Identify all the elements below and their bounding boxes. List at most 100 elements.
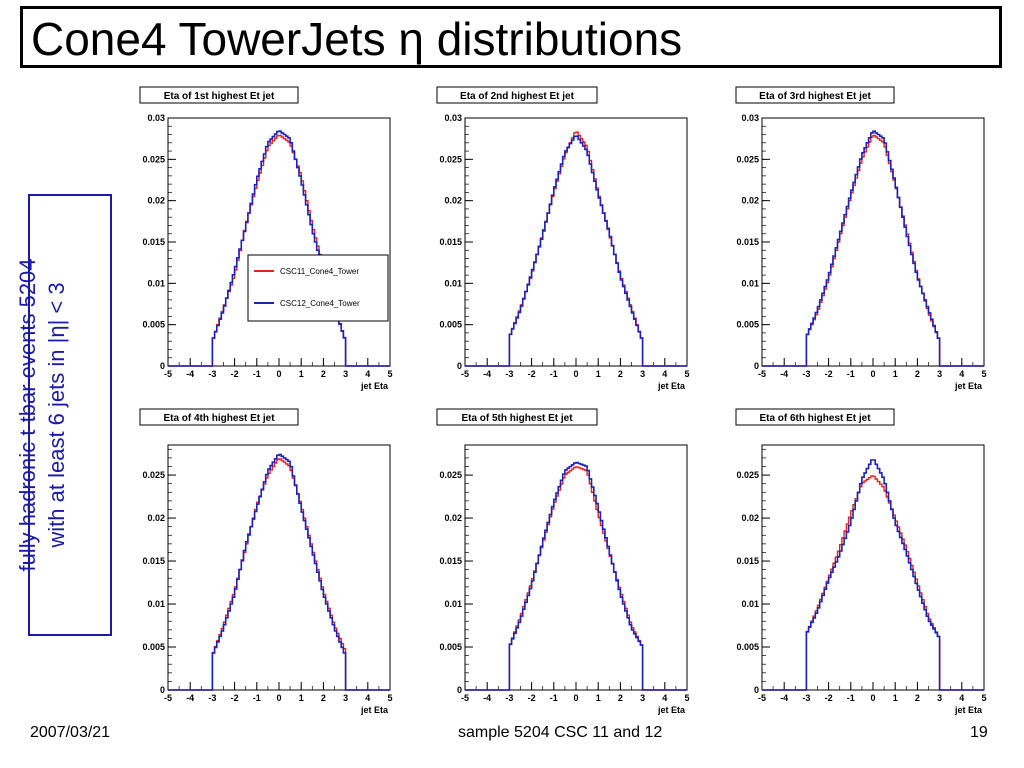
plot-title-box bbox=[735, 408, 895, 426]
x-tick-label: 0 bbox=[870, 369, 875, 379]
y-tick-label: 0.02 bbox=[147, 513, 165, 523]
y-tick-label: 0.01 bbox=[147, 599, 165, 609]
y-tick-label: 0.01 bbox=[147, 278, 165, 288]
x-tick-label: 1 bbox=[299, 369, 304, 379]
x-tick-label: -4 bbox=[483, 693, 491, 703]
histogram-panel-1: Eta of 1st highest Et jet 0 0.005 0.01 0.015… bbox=[139, 86, 393, 391]
x-tick-label: 0 bbox=[573, 693, 578, 703]
x-axis-label: jet Eta bbox=[360, 381, 389, 391]
plot-title: Eta of 4th highest Et jet bbox=[163, 413, 275, 424]
series-line-csc12 bbox=[465, 461, 687, 691]
x-tick-label: 4 bbox=[365, 369, 370, 379]
x-tick-label: -3 bbox=[505, 693, 513, 703]
x-tick-label: 5 bbox=[684, 693, 689, 703]
plot-title-box bbox=[436, 86, 598, 104]
x-axis-label: jet Eta bbox=[657, 705, 686, 715]
page-number: 19 bbox=[970, 724, 988, 741]
x-tick-label: 2 bbox=[618, 693, 623, 703]
plot-title-box bbox=[735, 86, 895, 104]
y-tick-label: 0.03 bbox=[147, 113, 165, 123]
y-tick-label: 0.025 bbox=[142, 154, 165, 164]
x-tick-label: -4 bbox=[780, 369, 788, 379]
legend-box bbox=[247, 254, 389, 322]
slide-title-box: Cone4 TowerJets η distributions bbox=[20, 6, 1002, 68]
y-tick-label: 0 bbox=[160, 685, 165, 695]
histogram-panel-5: Eta of 5th highest Et jet 0 0.005 0.01 0.015… bbox=[436, 408, 690, 715]
x-tick-label: 2 bbox=[618, 369, 623, 379]
x-tick-label: 3 bbox=[343, 369, 348, 379]
y-tick-label: 0.02 bbox=[741, 196, 759, 206]
plot-title: Eta of 2nd highest Et jet bbox=[460, 91, 575, 102]
x-tick-label: 0 bbox=[276, 693, 281, 703]
x-tick-label: -3 bbox=[208, 693, 216, 703]
x-tick-label: 5 bbox=[387, 693, 392, 703]
x-tick-label: 3 bbox=[937, 693, 942, 703]
x-tick-label: 3 bbox=[640, 369, 645, 379]
x-axis-label: jet Eta bbox=[360, 705, 389, 715]
x-tick-label: 2 bbox=[321, 369, 326, 379]
x-tick-label: -5 bbox=[461, 369, 469, 379]
y-tick-label: 0.015 bbox=[439, 237, 462, 247]
plot-title: Eta of 3rd highest Et jet bbox=[759, 91, 871, 102]
y-tick-label: 0.005 bbox=[736, 320, 759, 330]
y-tick-label: 0.02 bbox=[147, 196, 165, 206]
y-tick-label: 0.015 bbox=[142, 556, 165, 566]
series-line-csc12 bbox=[762, 459, 984, 691]
series-line-csc11 bbox=[762, 475, 984, 691]
x-tick-label: -5 bbox=[164, 693, 172, 703]
footer-date: 2007/03/21 bbox=[30, 724, 111, 741]
x-tick-label: -3 bbox=[208, 369, 216, 379]
x-tick-label: 3 bbox=[937, 369, 942, 379]
y-tick-label: 0.015 bbox=[142, 237, 165, 247]
x-axis-label: jet Eta bbox=[657, 381, 686, 391]
x-tick-label: -1 bbox=[847, 369, 855, 379]
x-tick-label: -3 bbox=[802, 369, 810, 379]
x-tick-label: 2 bbox=[915, 369, 920, 379]
x-tick-label: 0 bbox=[870, 693, 875, 703]
y-tick-label: 0 bbox=[457, 685, 462, 695]
y-tick-label: 0.01 bbox=[444, 278, 462, 288]
y-tick-label: 0.005 bbox=[142, 320, 165, 330]
plot-frame bbox=[167, 117, 391, 367]
legend-entry-label: CSC11_Cone4_Tower bbox=[280, 267, 359, 276]
footer-center: sample 5204 CSC 11 and 12 bbox=[458, 724, 663, 741]
y-tick-label: 0.025 bbox=[439, 470, 462, 480]
y-tick-label: 0.025 bbox=[736, 154, 759, 164]
plot-title-box bbox=[139, 408, 299, 426]
plot-title: Eta of 5th highest Et jet bbox=[461, 413, 573, 424]
y-tick-label: 0 bbox=[457, 361, 462, 371]
y-tick-label: 0.02 bbox=[444, 196, 462, 206]
plot-frame bbox=[464, 444, 688, 691]
x-tick-label: -3 bbox=[505, 369, 513, 379]
x-tick-label: -4 bbox=[483, 369, 491, 379]
x-tick-label: -1 bbox=[847, 693, 855, 703]
x-tick-label: 2 bbox=[321, 693, 326, 703]
series-line-csc12 bbox=[465, 135, 687, 367]
x-tick-label: 1 bbox=[893, 369, 898, 379]
x-axis-label: jet Eta bbox=[954, 705, 983, 715]
x-tick-label: 5 bbox=[981, 369, 986, 379]
series-line-csc11 bbox=[168, 458, 390, 691]
x-tick-label: -2 bbox=[825, 369, 833, 379]
y-tick-label: 0.005 bbox=[439, 642, 462, 652]
plot-frame bbox=[167, 444, 391, 691]
x-tick-label: -2 bbox=[825, 693, 833, 703]
x-tick-label: 4 bbox=[662, 369, 667, 379]
x-tick-label: 4 bbox=[959, 369, 964, 379]
x-tick-label: -1 bbox=[253, 369, 261, 379]
x-tick-label: -4 bbox=[186, 369, 194, 379]
y-tick-label: 0.01 bbox=[741, 278, 759, 288]
y-tick-label: 0.03 bbox=[444, 113, 462, 123]
y-tick-label: 0 bbox=[160, 361, 165, 371]
x-tick-label: 5 bbox=[387, 369, 392, 379]
histogram-panel-3: Eta of 3rd highest Et jet 0 0.005 0.01 0.015… bbox=[735, 86, 987, 391]
y-tick-label: 0.025 bbox=[439, 154, 462, 164]
y-tick-label: 0.02 bbox=[741, 513, 759, 523]
y-tick-label: 0 bbox=[754, 361, 759, 371]
histogram-panel-2: Eta of 2nd highest Et jet 0 0.005 0.01 0.015… bbox=[436, 86, 690, 391]
histogram-panel-4: Eta of 4th highest Et jet 0 0.005 0.01 0.015… bbox=[139, 408, 393, 715]
x-tick-label: -5 bbox=[758, 693, 766, 703]
plot-title: Eta of 6th highest Et jet bbox=[759, 413, 871, 424]
y-tick-label: 0.005 bbox=[736, 642, 759, 652]
